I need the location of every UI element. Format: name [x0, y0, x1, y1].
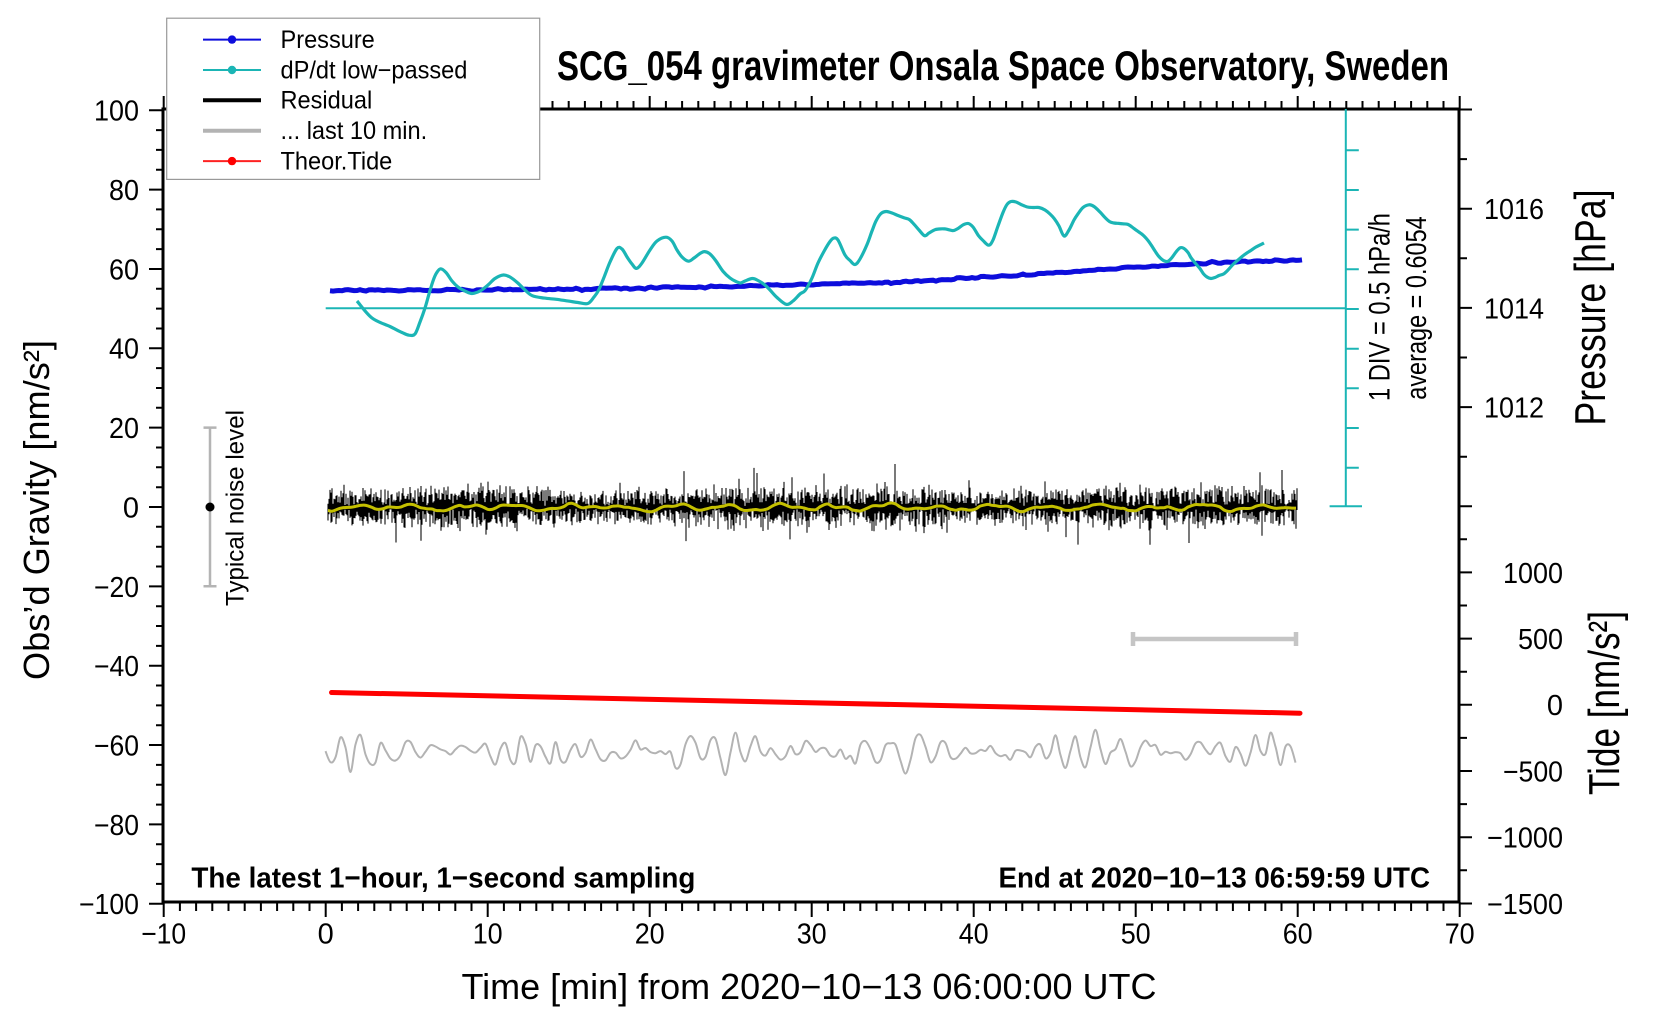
- svg-text:20: 20: [635, 919, 665, 951]
- svg-text:SCG_054 gravimeter Onsala Spac: SCG_054 gravimeter Onsala Space Observat…: [557, 42, 1449, 89]
- svg-text:Typical noise level: Typical noise level: [222, 410, 250, 606]
- svg-text:0: 0: [1547, 690, 1563, 722]
- svg-text:70: 70: [1445, 919, 1475, 951]
- svg-text:−100: −100: [79, 889, 139, 921]
- svg-text:−20: −20: [94, 572, 139, 604]
- svg-text:60: 60: [1283, 919, 1313, 951]
- svg-text:60: 60: [109, 254, 139, 286]
- svg-text:End at 2020−10−13 06:59:59 UTC: End at 2020−10−13 06:59:59 UTC: [999, 863, 1431, 895]
- svg-text:1014: 1014: [1484, 293, 1544, 325]
- svg-text:100: 100: [94, 96, 139, 128]
- svg-text:30: 30: [797, 919, 827, 951]
- svg-text:−10: −10: [141, 919, 186, 951]
- svg-text:20: 20: [109, 413, 139, 445]
- svg-text:−1500: −1500: [1487, 889, 1563, 921]
- svg-text:−500: −500: [1503, 756, 1563, 788]
- svg-text:10: 10: [473, 919, 503, 951]
- svg-text:Time [min] from 2020−10−13 06:: Time [min] from 2020−10−13 06:00:00 UTC: [461, 966, 1156, 1007]
- svg-text:−1000: −1000: [1487, 823, 1563, 855]
- svg-text:average = 0.6054: average = 0.6054: [1401, 216, 1433, 400]
- svg-text:dP/dt low−passed: dP/dt low−passed: [281, 56, 468, 84]
- svg-text:Pressure: Pressure: [281, 26, 375, 54]
- svg-text:−80: −80: [94, 810, 139, 842]
- svg-text:1 DIV = 0.5 hPa/h: 1 DIV = 0.5 hPa/h: [1364, 213, 1397, 401]
- svg-text:1012: 1012: [1484, 393, 1544, 425]
- svg-text:... last 10 min.: ... last 10 min.: [281, 117, 428, 145]
- svg-text:Pressure [hPa]: Pressure [hPa]: [1566, 190, 1615, 426]
- svg-text:40: 40: [109, 334, 139, 366]
- svg-text:40: 40: [959, 919, 989, 951]
- svg-text:50: 50: [1121, 919, 1151, 951]
- svg-text:Residual: Residual: [281, 87, 373, 115]
- svg-text:500: 500: [1518, 624, 1563, 656]
- svg-text:Tide [nm/s²]: Tide [nm/s²]: [1580, 611, 1629, 795]
- svg-text:Obs’d Gravity [nm/s²]: Obs’d Gravity [nm/s²]: [16, 340, 57, 680]
- svg-text:Theor.Tide: Theor.Tide: [281, 148, 393, 176]
- svg-text:1016: 1016: [1484, 194, 1544, 226]
- svg-text:0: 0: [318, 919, 334, 951]
- svg-text:0: 0: [123, 492, 139, 524]
- svg-text:−60: −60: [94, 730, 139, 762]
- svg-text:80: 80: [109, 175, 139, 207]
- svg-text:The latest 1−hour, 1−second sa: The latest 1−hour, 1−second sampling: [191, 863, 695, 895]
- svg-text:1000: 1000: [1503, 558, 1563, 590]
- svg-text:−40: −40: [94, 651, 139, 683]
